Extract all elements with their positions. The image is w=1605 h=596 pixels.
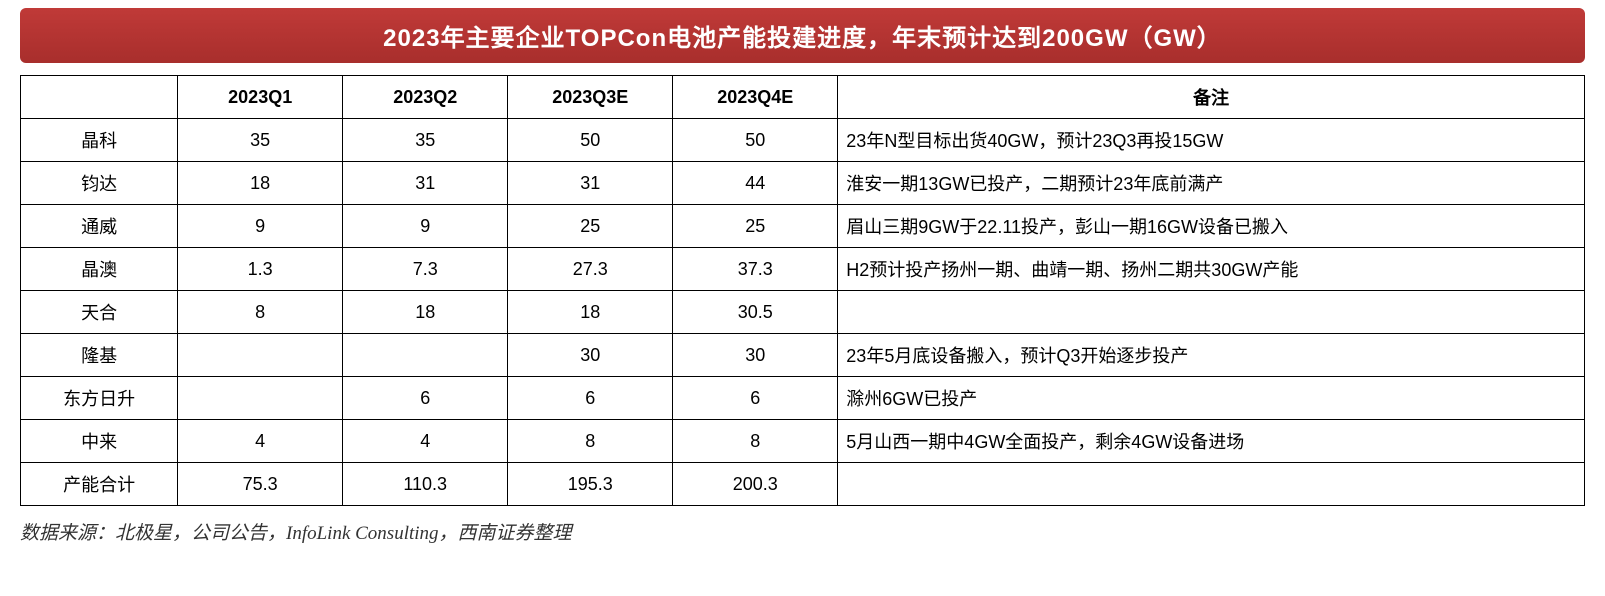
cell-q1: 9 [178,205,343,248]
cell-q3: 50 [508,119,673,162]
cell-q2 [343,334,508,377]
cell-q4: 37.3 [673,248,838,291]
cell-remark: 5月山西一期中4GW全面投产，剩余4GW设备进场 [838,420,1585,463]
cell-q2: 6 [343,377,508,420]
cell-remark: 眉山三期9GW于22.11投产，彭山一期16GW设备已搬入 [838,205,1585,248]
cell-q3: 27.3 [508,248,673,291]
cell-q3: 18 [508,291,673,334]
cell-q1 [178,377,343,420]
table-row: 天合 8 18 18 30.5 [21,291,1585,334]
cell-q2: 9 [343,205,508,248]
table-row: 中来 4 4 8 8 5月山西一期中4GW全面投产，剩余4GW设备进场 [21,420,1585,463]
table-header-row: 2023Q1 2023Q2 2023Q3E 2023Q4E 备注 [21,76,1585,119]
cell-company: 东方日升 [21,377,178,420]
th-q4: 2023Q4E [673,76,838,119]
cell-q2: 110.3 [343,463,508,506]
capacity-table: 2023Q1 2023Q2 2023Q3E 2023Q4E 备注 晶科 35 3… [20,75,1585,506]
cell-company: 中来 [21,420,178,463]
th-remark: 备注 [838,76,1585,119]
cell-q2: 18 [343,291,508,334]
data-source: 数据来源：北极星，公司公告，InfoLink Consulting，西南证券整理 [20,518,1585,545]
cell-remark: 淮安一期13GW已投产，二期预计23年底前满产 [838,162,1585,205]
th-company [21,76,178,119]
cell-q2: 35 [343,119,508,162]
th-q3: 2023Q3E [508,76,673,119]
cell-company: 隆基 [21,334,178,377]
cell-q3: 195.3 [508,463,673,506]
cell-q1: 18 [178,162,343,205]
table-row: 东方日升 6 6 6 滁州6GW已投产 [21,377,1585,420]
cell-company: 天合 [21,291,178,334]
cell-q4: 25 [673,205,838,248]
cell-remark: H2预计投产扬州一期、曲靖一期、扬州二期共30GW产能 [838,248,1585,291]
table-row: 隆基 30 30 23年5月底设备搬入，预计Q3开始逐步投产 [21,334,1585,377]
cell-q1: 35 [178,119,343,162]
cell-q1: 1.3 [178,248,343,291]
cell-q1: 75.3 [178,463,343,506]
cell-q4: 30 [673,334,838,377]
cell-remark: 23年N型目标出货40GW，预计23Q3再投15GW [838,119,1585,162]
table-row: 钧达 18 31 31 44 淮安一期13GW已投产，二期预计23年底前满产 [21,162,1585,205]
cell-q2: 31 [343,162,508,205]
cell-q1: 4 [178,420,343,463]
cell-q1 [178,334,343,377]
cell-q2: 4 [343,420,508,463]
cell-q4: 30.5 [673,291,838,334]
cell-q3: 6 [508,377,673,420]
cell-remark: 滁州6GW已投产 [838,377,1585,420]
cell-remark [838,463,1585,506]
cell-q3: 8 [508,420,673,463]
table-row: 晶科 35 35 50 50 23年N型目标出货40GW，预计23Q3再投15G… [21,119,1585,162]
cell-q4: 50 [673,119,838,162]
cell-q4: 200.3 [673,463,838,506]
th-q1: 2023Q1 [178,76,343,119]
cell-q1: 8 [178,291,343,334]
cell-remark [838,291,1585,334]
cell-q3: 30 [508,334,673,377]
th-q2: 2023Q2 [343,76,508,119]
table-row: 产能合计 75.3 110.3 195.3 200.3 [21,463,1585,506]
cell-company: 晶科 [21,119,178,162]
table-row: 晶澳 1.3 7.3 27.3 37.3 H2预计投产扬州一期、曲靖一期、扬州二… [21,248,1585,291]
cell-remark: 23年5月底设备搬入，预计Q3开始逐步投产 [838,334,1585,377]
cell-company: 钧达 [21,162,178,205]
cell-q3: 31 [508,162,673,205]
table-row: 通威 9 9 25 25 眉山三期9GW于22.11投产，彭山一期16GW设备已… [21,205,1585,248]
cell-q4: 44 [673,162,838,205]
table-body: 晶科 35 35 50 50 23年N型目标出货40GW，预计23Q3再投15G… [21,119,1585,506]
cell-q4: 8 [673,420,838,463]
page-title: 2023年主要企业TOPCon电池产能投建进度，年末预计达到200GW（GW） [20,8,1585,63]
cell-q2: 7.3 [343,248,508,291]
cell-q3: 25 [508,205,673,248]
cell-company: 产能合计 [21,463,178,506]
cell-company: 晶澳 [21,248,178,291]
cell-q4: 6 [673,377,838,420]
cell-company: 通威 [21,205,178,248]
